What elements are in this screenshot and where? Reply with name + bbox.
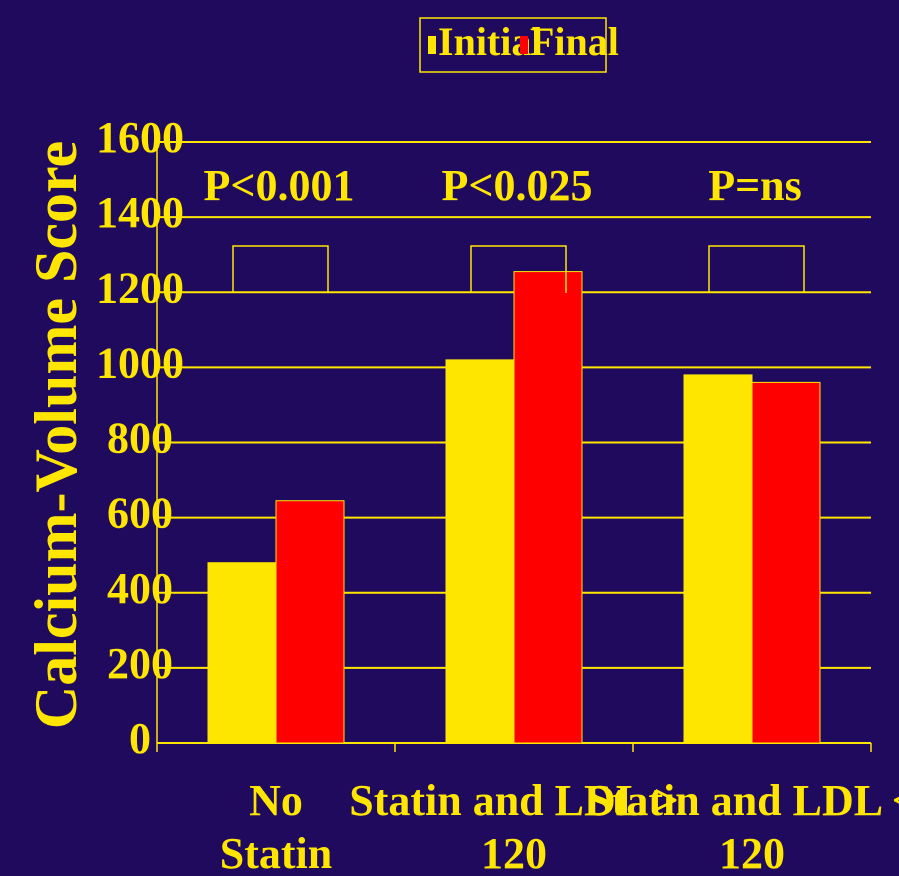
bracket: [708, 245, 805, 293]
bar: [683, 374, 753, 744]
legend-swatch: [520, 36, 528, 54]
y-axis-title: Calcium-Volume Score: [23, 141, 89, 729]
y-tick-label: 1000: [96, 338, 184, 387]
bracket: [232, 245, 329, 293]
legend-swatch: [428, 36, 436, 54]
y-tick-label: 1400: [96, 188, 184, 237]
x-tick-label: Statin and LDL <120: [587, 776, 899, 876]
annotation: P<0.001: [204, 161, 355, 210]
bracket: [470, 245, 567, 293]
legend-label: Final: [530, 19, 619, 64]
bar: [207, 562, 277, 744]
bar: [445, 359, 515, 744]
bar: [275, 500, 345, 744]
y-tick-label: 0: [129, 714, 151, 763]
bar: [751, 381, 821, 744]
y-tick-label: 200: [107, 639, 173, 688]
y-tick-label: 800: [107, 414, 173, 463]
y-tick-label: 400: [107, 564, 173, 613]
y-tick-label: 1200: [96, 263, 184, 312]
annotation: P<0.025: [442, 161, 593, 210]
annotation: P=ns: [708, 161, 802, 210]
legend-box: [419, 17, 607, 73]
x-tick-label: Statin and LDL >120: [349, 776, 679, 876]
y-tick-label: 1600: [96, 113, 184, 162]
y-tick-label: 600: [107, 489, 173, 538]
bar: [513, 271, 583, 744]
x-tick-label: No Statin: [220, 776, 332, 876]
